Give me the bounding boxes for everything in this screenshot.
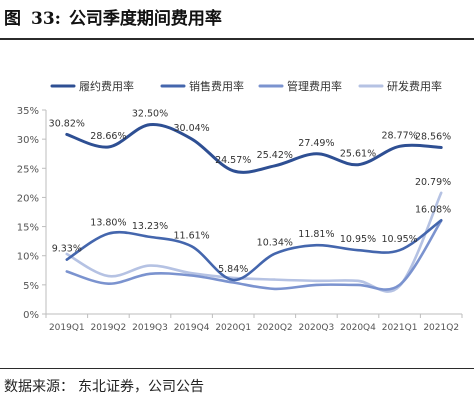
data-label-s2-7: 11.81% xyxy=(298,229,334,240)
source-value: 东北证券，公司公告 xyxy=(78,379,204,395)
data-label-s2-4: 11.61% xyxy=(173,230,209,241)
y-tick-label: 5% xyxy=(23,281,39,292)
data-label-s1-10: 28.56% xyxy=(415,132,451,143)
series-line-4 xyxy=(65,191,443,293)
y-tick-label: 35% xyxy=(17,106,39,117)
y-tick-label: 30% xyxy=(17,135,39,146)
data-label-s2-10: 16.08% xyxy=(415,204,451,215)
series-line-3 xyxy=(65,219,443,291)
data-label-s2-6: 10.34% xyxy=(257,238,293,249)
y-tick-label: 15% xyxy=(17,223,39,234)
x-tick-label: 2020Q4 xyxy=(340,323,376,333)
data-label-s2-1: 9.33% xyxy=(52,244,82,255)
data-label-s1-4: 30.04% xyxy=(173,123,209,134)
source-note: 数据来源： 东北证券，公司公告 xyxy=(4,376,204,396)
figure-title-text: 公司季度期间费用率 xyxy=(68,9,222,29)
data-label-s4-10: 20.79% xyxy=(415,177,451,188)
x-tick-label: 2021Q2 xyxy=(423,323,459,333)
data-label-s1-7: 27.49% xyxy=(298,138,334,149)
title-rule xyxy=(0,38,474,40)
x-tick-label: 2019Q2 xyxy=(91,323,127,333)
source-rule xyxy=(0,368,474,369)
line-chart: 履约费用率 销售费用率 管理费用率 研发费用率 0% 5% 10% 15% 20% 25% 30% 3… xyxy=(17,79,463,333)
series-line-1 xyxy=(65,122,443,174)
y-tick-label: 10% xyxy=(17,252,39,263)
x-tick-label: 2020Q3 xyxy=(299,323,335,333)
legend-label-1: 履约费用率 xyxy=(79,79,134,93)
y-tick-label: 0% xyxy=(23,310,39,321)
x-tick-label: 2019Q4 xyxy=(174,323,210,333)
data-label-s1-5: 24.57% xyxy=(215,155,251,166)
data-label-s2-5: 5.84% xyxy=(218,264,248,275)
figure-label: 图 xyxy=(4,9,21,29)
data-label-s2-3: 13.23% xyxy=(132,221,168,232)
figure-number: 33: xyxy=(31,9,61,29)
x-tick-label: 2020Q2 xyxy=(257,323,293,333)
data-label-s1-6: 25.42% xyxy=(257,150,293,161)
x-tick-label: 2019Q3 xyxy=(132,323,168,333)
y-tick-label: 25% xyxy=(17,164,39,175)
series-line-2 xyxy=(65,219,443,282)
legend-label-3: 管理费用率 xyxy=(287,79,342,93)
x-tick-label: 2020Q1 xyxy=(215,323,251,333)
source-label: 数据来源： xyxy=(4,379,74,395)
legend-label-4: 研发费用率 xyxy=(387,79,442,93)
data-label-s1-8: 25.61% xyxy=(340,149,376,160)
data-label-s1-3: 32.50% xyxy=(132,109,168,120)
legend-label-2: 销售费用率 xyxy=(189,79,244,93)
x-tick-label: 2019Q1 xyxy=(49,323,85,333)
data-label-s1-1: 30.82% xyxy=(49,118,85,129)
figure-title: 图 33: 公司季度期间费用率 xyxy=(4,5,222,33)
data-label-s2-9: 10.95% xyxy=(381,234,417,245)
x-tick-label: 2021Q1 xyxy=(382,323,418,333)
data-label-s2-2: 13.80% xyxy=(90,218,126,229)
data-label-s2-8: 10.95% xyxy=(340,234,376,245)
data-label-s1-9: 28.77% xyxy=(381,130,417,141)
data-label-s1-2: 28.66% xyxy=(90,131,126,142)
y-tick-label: 20% xyxy=(17,193,39,204)
